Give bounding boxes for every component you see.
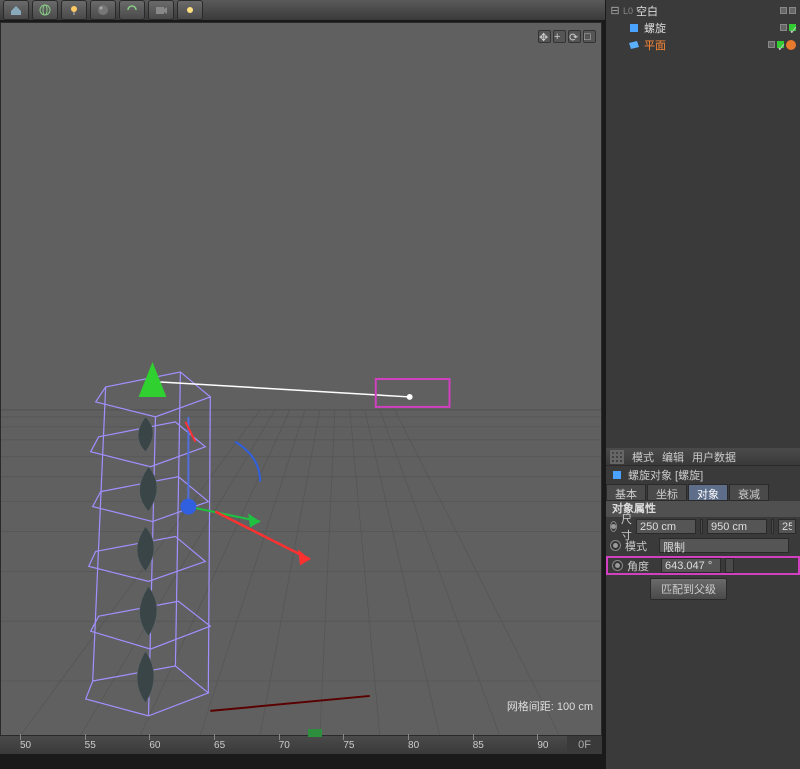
attr-title-text: 螺旋对象 [螺旋] bbox=[628, 467, 703, 483]
ruler-tick: 60 bbox=[149, 740, 214, 751]
ruler-tick: 85 bbox=[473, 740, 538, 751]
ruler-tick: 55 bbox=[85, 740, 150, 751]
anim-radio-icon[interactable] bbox=[610, 540, 621, 551]
prop-row-button: 匹配到父级 bbox=[606, 579, 800, 598]
helix-object-icon bbox=[610, 468, 624, 482]
tree-root[interactable]: ⊟ L0 空白 bbox=[610, 2, 796, 19]
attr-object-title: 螺旋对象 [螺旋] bbox=[606, 466, 800, 484]
spinner-icon[interactable] bbox=[700, 519, 703, 534]
attributes-panel: 模式 编辑 用户数据 螺旋对象 [螺旋] 基本 坐标 对象 衰减 对象属性 尺寸… bbox=[606, 448, 800, 598]
size-z-input[interactable] bbox=[778, 519, 796, 534]
grid-info-label: 网格间距: 100 cm bbox=[503, 697, 597, 715]
tree-tags: ✓ bbox=[768, 40, 796, 50]
attr-menu-bar: 模式 编辑 用户数据 bbox=[606, 448, 800, 466]
tab-falloff[interactable]: 衰减 bbox=[729, 484, 769, 501]
tool-home-icon[interactable] bbox=[3, 0, 29, 20]
main-toolbar bbox=[0, 0, 605, 20]
menu-mode[interactable]: 模式 bbox=[632, 449, 654, 465]
tool-lamp-icon[interactable] bbox=[177, 0, 203, 20]
angle-input[interactable] bbox=[661, 558, 721, 573]
prop-label: 模式 bbox=[625, 538, 655, 554]
ruler-tick: 75 bbox=[343, 740, 408, 751]
tree-item-plane[interactable]: 平面 ✓ bbox=[610, 36, 796, 53]
tool-sphere-icon[interactable] bbox=[90, 0, 116, 20]
spinner-icon[interactable] bbox=[771, 519, 774, 534]
helix-icon bbox=[627, 21, 641, 35]
tool-loop-icon[interactable] bbox=[119, 0, 145, 20]
viewport-scene bbox=[1, 23, 601, 735]
menu-userdata[interactable]: 用户数据 bbox=[692, 449, 736, 465]
anim-radio-icon[interactable] bbox=[610, 521, 617, 532]
anim-radio-icon[interactable] bbox=[612, 560, 623, 571]
axis-gizmo bbox=[180, 417, 310, 566]
ruler-tick: 50 bbox=[20, 740, 85, 751]
fit-to-parent-button[interactable]: 匹配到父级 bbox=[650, 578, 727, 600]
tree-item-label: 平面 bbox=[644, 37, 765, 53]
viewport-3d[interactable]: ✥ + ⟳ □ bbox=[0, 22, 602, 736]
menu-edit[interactable]: 编辑 bbox=[662, 449, 684, 465]
expand-icon[interactable]: ⊟ bbox=[610, 4, 620, 17]
tree-null-badge: L0 bbox=[623, 6, 633, 16]
attr-tabs: 基本 坐标 对象 衰减 bbox=[606, 484, 800, 501]
timeline-playhead[interactable] bbox=[308, 729, 322, 737]
spinner-icon[interactable] bbox=[725, 558, 734, 573]
viewport-highlight bbox=[376, 379, 450, 407]
size-y-input[interactable] bbox=[707, 519, 767, 534]
tab-object[interactable]: 对象 bbox=[688, 484, 728, 501]
tool-light-icon[interactable] bbox=[61, 0, 87, 20]
ruler-tick: 80 bbox=[408, 740, 473, 751]
size-x-input[interactable] bbox=[636, 519, 696, 534]
tree-tags bbox=[780, 7, 796, 14]
tool-globe-icon[interactable] bbox=[32, 0, 58, 20]
tool-camera-icon[interactable] bbox=[148, 0, 174, 20]
tree-root-label: 空白 bbox=[636, 3, 777, 19]
prop-label: 角度 bbox=[627, 558, 657, 574]
tree-tags: ✓ bbox=[780, 24, 796, 31]
prop-row-mode: 模式 限制 bbox=[606, 536, 800, 555]
ruler-tick: 70 bbox=[279, 740, 344, 751]
ruler-tick: 65 bbox=[214, 740, 279, 751]
view-grid-icon[interactable] bbox=[610, 450, 624, 464]
tab-basic[interactable]: 基本 bbox=[606, 484, 646, 501]
plane-icon bbox=[627, 38, 641, 52]
tab-coord[interactable]: 坐标 bbox=[647, 484, 687, 501]
mode-select[interactable]: 限制 bbox=[659, 538, 789, 553]
timeline-frame: 0F bbox=[567, 736, 602, 754]
timeline-ruler[interactable]: 50 55 60 65 70 75 80 85 90 bbox=[0, 736, 602, 754]
right-panel: ⊟ L0 空白 螺旋 ✓ 平面 ✓ 模式 编辑 用户数据 螺旋对象 [螺旋] bbox=[605, 0, 800, 769]
object-tree: ⊟ L0 空白 螺旋 ✓ 平面 ✓ bbox=[606, 0, 800, 55]
tree-item-helix[interactable]: 螺旋 ✓ bbox=[610, 19, 796, 36]
prop-row-size: 尺寸 bbox=[606, 517, 800, 536]
tree-item-label: 螺旋 bbox=[644, 20, 777, 36]
prop-row-angle: 角度 bbox=[606, 556, 800, 575]
section-header: 对象属性 bbox=[606, 501, 800, 517]
